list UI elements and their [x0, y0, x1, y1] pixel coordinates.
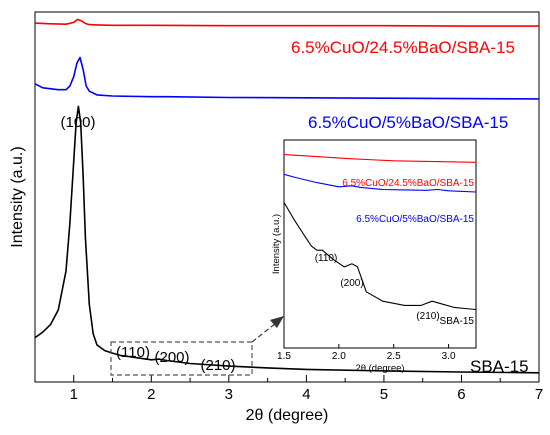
inset-series-line-sba-15 [283, 202, 477, 311]
series-group [34, 18, 540, 374]
inset-peak-label-200: (200) [340, 278, 363, 289]
series-label-cuo-5-bao: 6.5%CuO/5%BaO/SBA-15 [308, 113, 508, 132]
inset-peak-label-210: (210) [416, 311, 439, 322]
inset-frame [283, 139, 477, 349]
series-line-sba-15 [34, 105, 540, 374]
inset-y-axis-title: Intensity (a.u.) [271, 214, 282, 274]
peak-label-100: (100) [60, 114, 95, 131]
inset-series-label-cuo-24-5-bao: 6.5%CuO/24.5%BaO/SBA-15 [342, 178, 474, 189]
x-tick-label: 5 [380, 386, 388, 403]
peak-label-200: (200) [154, 349, 189, 366]
peak-label-210: (210) [200, 357, 235, 374]
series-label-sba-15: SBA-15 [470, 357, 529, 376]
x-tick-label: 3 [225, 386, 233, 403]
x-axis-ticks: 1 2 3 4 5 6 7 [34, 375, 543, 403]
inset-series-label-cuo-5-bao: 6.5%CuO/5%BaO/SBA-15 [356, 214, 474, 225]
zoom-arrow-line [251, 322, 277, 343]
inset-x-axis-ticks: 1.5 2.0 2.5 3.0 [277, 344, 456, 362]
inset-x-tick-label: 2.5 [387, 351, 401, 362]
inset-series-line-6-5-cuo-24-5-bao-sba-15 [283, 154, 477, 163]
inset-series-group [283, 154, 477, 311]
inset-chart: 1.5 2.0 2.5 3.0 2θ (degree) Intensity (a.u.… [271, 139, 477, 374]
series-label-cuo-24-5-bao: 6.5%CuO/24.5%BaO/SBA-15 [291, 38, 515, 57]
x-tick-label: 7 [535, 386, 543, 403]
inset-x-tick-label: 1.5 [277, 351, 291, 362]
y-axis-title: Intensity (a.u.) [9, 146, 26, 247]
inset-peak-label-110: (110) [315, 253, 338, 264]
inset-x-tick-label: 3.0 [442, 351, 456, 362]
peak-label-110: (110) [116, 344, 150, 361]
inset-series-line-6-5-cuo-5-bao-sba-15 [283, 173, 477, 193]
series-line-6-5-cuo-5-bao-sba-15 [34, 56, 540, 100]
x-tick-label: 4 [302, 386, 310, 403]
x-tick-label: 2 [147, 386, 155, 403]
x-tick-label: 6 [457, 386, 465, 403]
series-line-6-5-cuo-24-5-bao-sba-15 [34, 18, 539, 27]
zoom-arrow-head [270, 316, 284, 328]
inset-x-tick-label: 2.0 [332, 351, 346, 362]
plot-frame [34, 11, 540, 383]
inset-x-axis-title: 2θ (degree) [355, 363, 404, 374]
zoom-region-box [110, 341, 253, 376]
x-tick-label: 1 [70, 386, 78, 403]
x-axis-title: 2θ (degree) [246, 407, 329, 424]
inset-series-label-sba-15: SBA-15 [440, 316, 475, 327]
